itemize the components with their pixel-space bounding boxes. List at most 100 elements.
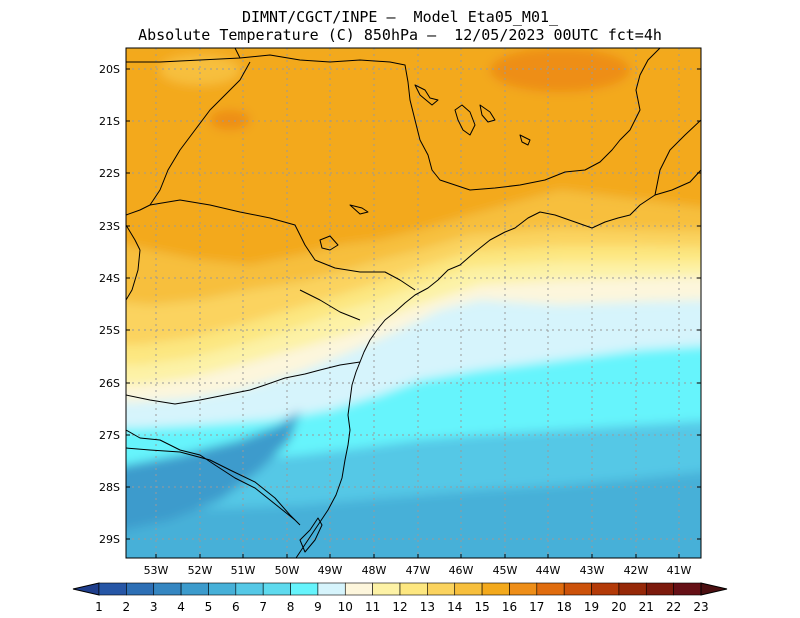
tick-marks bbox=[126, 68, 701, 558]
colorbar-swatch bbox=[481, 582, 510, 596]
lat-label: 29S bbox=[99, 533, 120, 546]
map-frame bbox=[125, 47, 702, 559]
colorbar-swatch bbox=[536, 582, 565, 596]
border-north bbox=[234, 48, 241, 59]
colorbar-swatch bbox=[180, 582, 209, 596]
lake bbox=[319, 235, 339, 251]
colorbar-swatch bbox=[344, 582, 373, 596]
coastline-and-borders bbox=[126, 48, 701, 558]
lon-label: 48W bbox=[362, 564, 387, 577]
colorbar-swatch bbox=[98, 582, 127, 596]
colorbar-swatch bbox=[262, 582, 291, 596]
lon-label: 49W bbox=[318, 564, 343, 577]
border-sp-mg bbox=[126, 48, 661, 191]
colorbar-labels: 1 2 3 4 5 6 7 8 9 10 11 12 13 14 15 16 17 18 19 20 21 22 23 bbox=[95, 600, 708, 614]
lake bbox=[414, 84, 439, 106]
colorbar-swatch bbox=[235, 582, 264, 596]
border-sp-ms bbox=[126, 61, 251, 216]
colorbar-max-arrow bbox=[700, 582, 728, 596]
lon-label: 44W bbox=[536, 564, 561, 577]
colorbar-swatch bbox=[618, 582, 647, 596]
lon-label: 45W bbox=[493, 564, 518, 577]
colorbar-swatch bbox=[126, 582, 155, 596]
lat-label: 24S bbox=[99, 272, 120, 285]
colorbar-label: 1 bbox=[95, 600, 103, 614]
border-rj-es bbox=[654, 119, 701, 196]
colorbar-label: 20 bbox=[611, 600, 626, 614]
map-title-line-2: Absolute Temperature (C) 850hPa – 12/05/… bbox=[138, 26, 662, 44]
colorbar-label: 6 bbox=[232, 600, 240, 614]
colorbar-label: 19 bbox=[584, 600, 599, 614]
colorbar-label: 17 bbox=[529, 600, 544, 614]
lake bbox=[479, 104, 496, 123]
lat-label: 27S bbox=[99, 429, 120, 442]
colorbar-label: 11 bbox=[365, 600, 380, 614]
colorbar-label: 12 bbox=[392, 600, 407, 614]
colorbar-label: 8 bbox=[287, 600, 295, 614]
colorbar bbox=[72, 582, 728, 596]
lake bbox=[349, 204, 369, 215]
longitude-labels: 53W 52W 51W 50W 49W 48W 47W 46W 45W 44W … bbox=[144, 564, 692, 577]
lon-label: 52W bbox=[188, 564, 213, 577]
colorbar-swatch bbox=[509, 582, 538, 596]
colorbar-swatch bbox=[563, 582, 592, 596]
lon-label: 50W bbox=[275, 564, 300, 577]
temperature-field bbox=[126, 48, 701, 558]
lat-label: 23S bbox=[99, 220, 120, 233]
lon-label: 42W bbox=[624, 564, 649, 577]
colorbar-label: 21 bbox=[639, 600, 654, 614]
lat-label: 28S bbox=[99, 481, 120, 494]
lat-label: 26S bbox=[99, 377, 120, 390]
border-pr-sc bbox=[126, 361, 361, 405]
lon-label: 53W bbox=[144, 564, 169, 577]
colorbar-swatch bbox=[153, 582, 182, 596]
border-pr-py bbox=[126, 249, 141, 301]
colorbar-swatch bbox=[317, 582, 346, 596]
lat-label: 22S bbox=[99, 167, 120, 180]
colorbar-label: 3 bbox=[150, 600, 158, 614]
colorbar-swatch bbox=[290, 582, 319, 596]
border-internal bbox=[299, 289, 361, 321]
coastline bbox=[295, 169, 701, 558]
lon-label: 46W bbox=[449, 564, 474, 577]
colorbar-label: 15 bbox=[474, 600, 489, 614]
border-sc-ar bbox=[126, 429, 296, 521]
colorbar-min-arrow bbox=[72, 582, 100, 596]
lon-label: 47W bbox=[406, 564, 431, 577]
lon-label: 41W bbox=[667, 564, 692, 577]
colorbar-swatch bbox=[372, 582, 401, 596]
colorbar-swatch bbox=[427, 582, 456, 596]
lake bbox=[454, 104, 476, 136]
colorbar-label: 18 bbox=[557, 600, 572, 614]
colorbar-swatch bbox=[454, 582, 483, 596]
colorbar-label: 4 bbox=[177, 600, 185, 614]
colorbar-label: 10 bbox=[338, 600, 353, 614]
border-sp-pr bbox=[149, 199, 416, 291]
colorbar-label: 9 bbox=[314, 600, 322, 614]
colorbar-label: 13 bbox=[420, 600, 435, 614]
colorbar-label: 14 bbox=[447, 600, 462, 614]
colorbar-label: 22 bbox=[666, 600, 681, 614]
border-ms-pr bbox=[126, 224, 141, 251]
lagoon bbox=[299, 517, 323, 553]
colorbar-swatch bbox=[591, 582, 620, 596]
colorbar-label: 16 bbox=[502, 600, 517, 614]
border-sc-rs bbox=[126, 447, 301, 526]
map-title-line-1: DIMNT/CGCT/INPE – Model Eta05_M01_ bbox=[241, 8, 559, 26]
colorbar-swatch bbox=[645, 582, 674, 596]
colorbar-label: 2 bbox=[123, 600, 131, 614]
lat-label: 20S bbox=[99, 63, 120, 76]
colorbar-swatch bbox=[399, 582, 428, 596]
colorbar-label: 5 bbox=[205, 600, 213, 614]
colorbar-label: 23 bbox=[693, 600, 708, 614]
lake bbox=[519, 134, 531, 146]
colorbar-swatch bbox=[208, 582, 237, 596]
lat-label: 25S bbox=[99, 324, 120, 337]
colorbar-swatch bbox=[673, 582, 702, 596]
lat-label: 21S bbox=[99, 115, 120, 128]
colorbar-label: 7 bbox=[259, 600, 267, 614]
latitude-labels: 20S 21S 22S 23S 24S 25S 26S 27S 28S 29S bbox=[99, 63, 120, 546]
lon-label: 51W bbox=[231, 564, 256, 577]
lon-label: 43W bbox=[580, 564, 605, 577]
